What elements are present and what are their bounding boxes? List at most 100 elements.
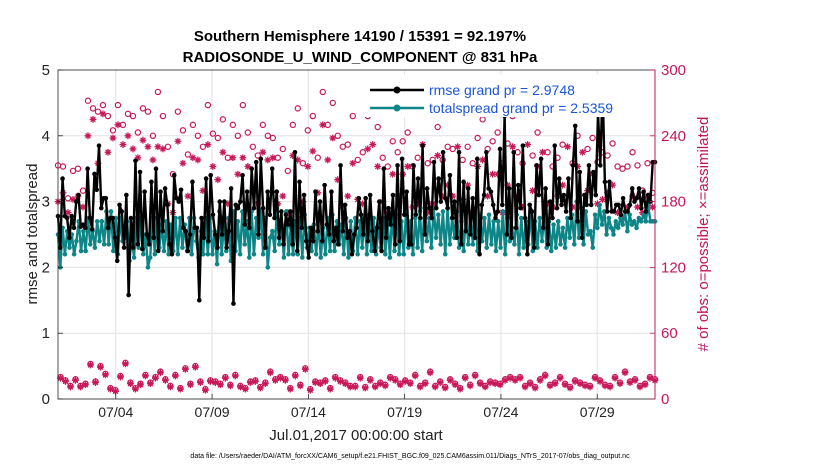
assimilated-obs-marker (449, 192, 457, 200)
totalspread-point (235, 219, 241, 224)
rmse-point (233, 202, 239, 208)
assimilated-obs-marker (611, 374, 619, 382)
totalspread-point (484, 245, 490, 250)
totalspread-point (410, 251, 416, 257)
assimilated-obs-marker (626, 379, 634, 386)
rmse-point (251, 205, 257, 211)
assimilated-obs-marker (359, 200, 367, 208)
possible-obs-marker (229, 121, 237, 129)
rmse-point (183, 228, 188, 234)
totalspread-point (387, 255, 393, 260)
rmse-point (402, 212, 407, 218)
rmse-point (142, 189, 147, 195)
assimilated-obs-marker (122, 360, 129, 368)
rmse-point (424, 186, 430, 191)
rmse-point (151, 235, 157, 241)
possible-obs-marker (124, 110, 132, 118)
assimilated-obs-marker (436, 379, 444, 386)
rmse-point (634, 196, 640, 201)
assimilated-obs-marker (102, 371, 109, 379)
totalspread-point (78, 248, 84, 254)
possible-obs-marker (384, 163, 391, 170)
rmse-point (92, 171, 97, 177)
possible-obs-marker (109, 127, 117, 134)
rmse-point (429, 215, 434, 221)
rmse-point (356, 196, 362, 201)
assimilated-obs-marker (544, 200, 551, 208)
totalspread-point (512, 242, 517, 247)
assimilated-obs-marker (571, 378, 579, 385)
rmse-point (563, 209, 569, 214)
rmse-point (509, 235, 514, 241)
assimilated-obs-marker (591, 374, 599, 382)
assimilated-obs-marker (142, 372, 149, 380)
rmse-point (162, 186, 168, 191)
totalspread-point (615, 225, 621, 231)
totalspread-point (613, 219, 619, 224)
rmse-point (351, 232, 357, 237)
possible-obs-marker (154, 88, 162, 96)
assimilated-obs-marker (231, 372, 239, 380)
totalspread-point (189, 251, 194, 257)
rmse-point (518, 205, 523, 211)
assimilated-obs-marker (366, 376, 374, 384)
assimilated-obs-marker (291, 372, 299, 380)
rmse-point (418, 215, 423, 221)
rmse-point (126, 292, 131, 298)
assimilated-obs-marker (137, 381, 144, 389)
rmse-point (611, 209, 617, 214)
assimilated-obs-marker (271, 376, 279, 384)
totalspread-point (493, 248, 499, 254)
rmse-point (575, 219, 580, 224)
legend: rmse grand pr = 2.9748 totalspread grand… (364, 75, 652, 117)
rmse-point (178, 187, 184, 193)
assimilated-obs-marker (641, 381, 649, 389)
assimilated-obs-marker (536, 376, 544, 384)
rmse-point (616, 202, 621, 208)
rmse-point (598, 163, 603, 168)
assimilated-obs-marker (649, 203, 656, 211)
rmse-point (579, 235, 585, 241)
rmse-point (531, 245, 537, 250)
rmse-point (459, 242, 464, 247)
assimilated-obs-marker (109, 134, 117, 142)
assimilated-obs-marker (107, 385, 114, 393)
assimilated-obs-marker (426, 369, 434, 377)
rmse-point (301, 192, 307, 198)
assimilated-obs-marker (624, 203, 631, 211)
totalspread-point (599, 222, 605, 227)
assimilated-obs-marker (369, 141, 377, 148)
assimilated-obs-marker (356, 374, 364, 382)
assimilated-obs-marker (194, 156, 202, 164)
totalspread-point (537, 215, 543, 221)
rmse-point (618, 212, 624, 218)
possible-obs-marker (469, 160, 476, 167)
assimilated-obs-marker (152, 374, 159, 382)
totalspread-point (498, 245, 503, 250)
rmse-point (260, 205, 266, 211)
totalspread-point (576, 235, 582, 241)
assimilated-obs-marker (389, 170, 397, 178)
tick-label-left: 0 (42, 391, 50, 408)
rmse-point (568, 215, 573, 221)
rmse-point (445, 205, 450, 211)
assimilated-obs-marker (579, 148, 586, 156)
assimilated-obs-marker (314, 189, 322, 197)
rmse-point (155, 248, 161, 254)
rmse-point (181, 225, 186, 231)
rmse-point (265, 189, 270, 195)
rmse-point (547, 199, 553, 204)
totalspread-point (286, 251, 291, 257)
rmse-point (365, 238, 371, 244)
rmse-point (347, 228, 352, 234)
rmse-point (543, 186, 548, 191)
assimilated-obs-marker (67, 383, 74, 391)
rmse-point (310, 238, 316, 244)
totalspread-point (489, 242, 494, 247)
assimilated-obs-marker (77, 383, 84, 391)
assimilated-obs-marker (461, 374, 469, 382)
assimilated-obs-marker (186, 381, 194, 389)
assimilated-obs-marker (184, 192, 192, 200)
rmse-point (632, 199, 637, 204)
rmse-point (641, 189, 646, 195)
